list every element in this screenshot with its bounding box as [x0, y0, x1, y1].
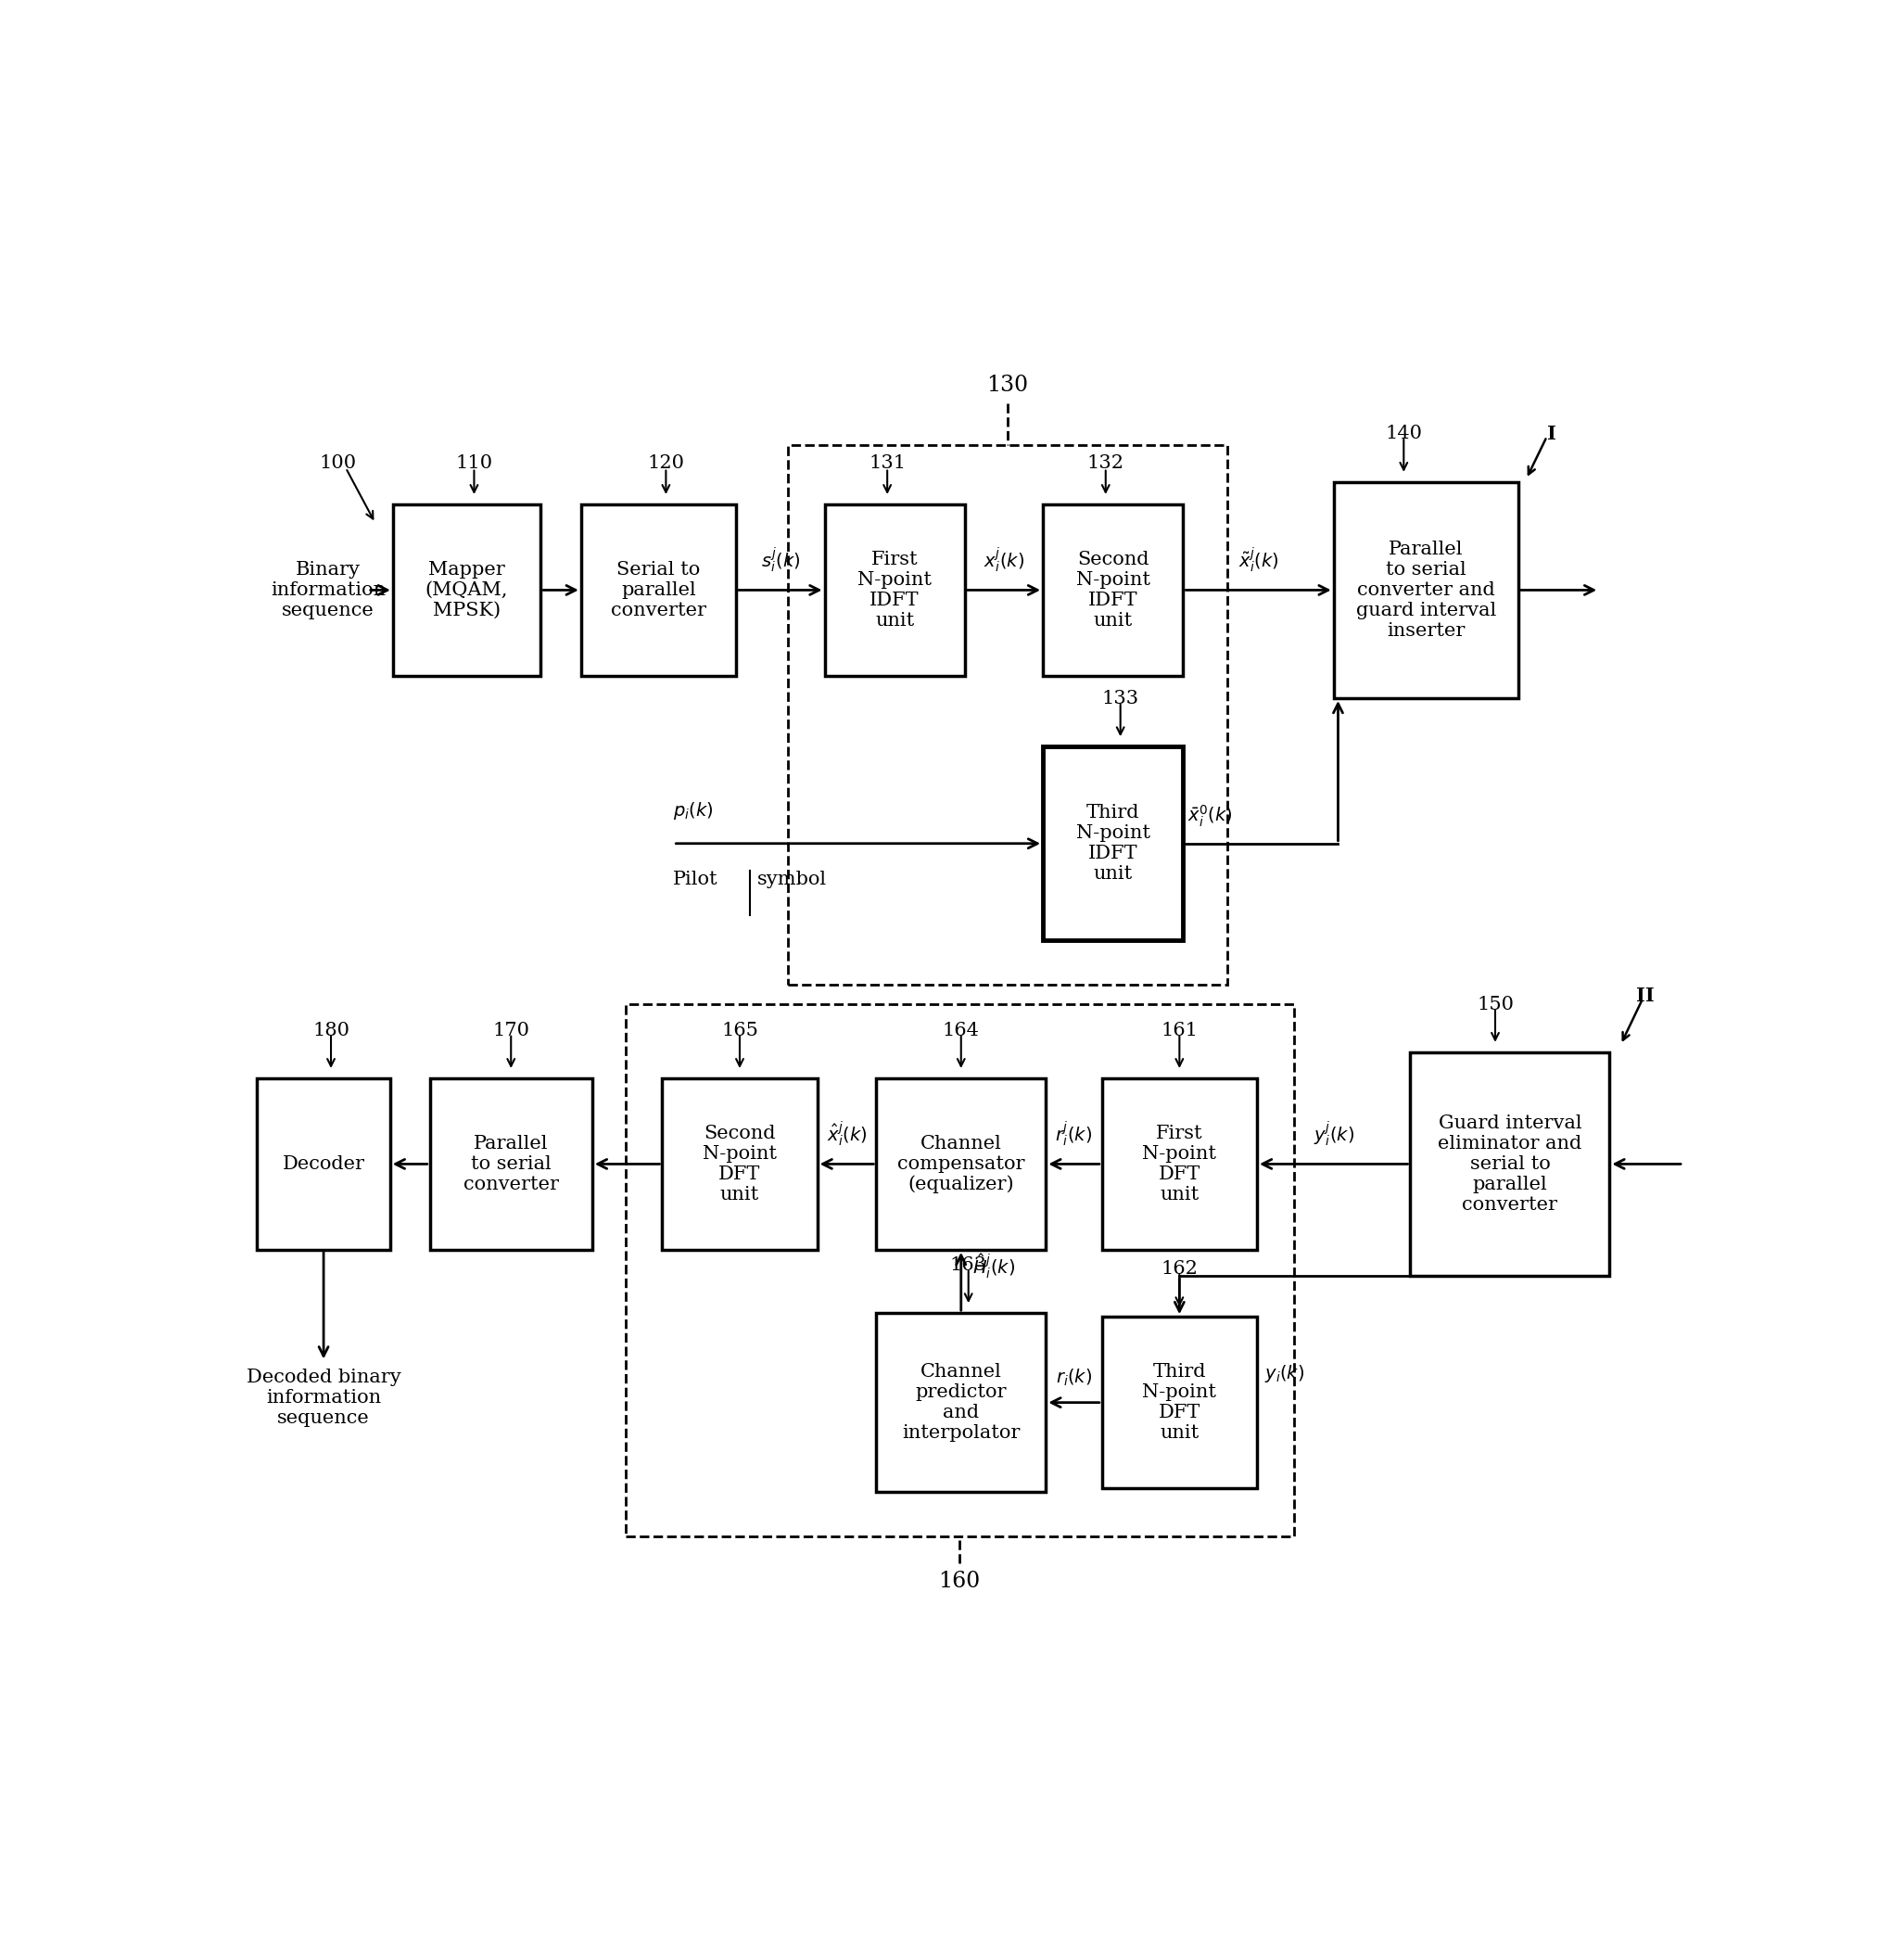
- Text: Serial to
parallel
converter: Serial to parallel converter: [611, 561, 706, 620]
- Text: Third
N-point
IDFT
unit: Third N-point IDFT unit: [1076, 803, 1150, 883]
- Text: Third
N-point
DFT
unit: Third N-point DFT unit: [1142, 1363, 1217, 1442]
- Text: Second
N-point
DFT
unit: Second N-point DFT unit: [703, 1125, 777, 1204]
- Text: Channel
predictor
and
interpolator: Channel predictor and interpolator: [902, 1363, 1021, 1442]
- Text: II: II: [1637, 985, 1655, 1005]
- Text: 100: 100: [320, 455, 356, 472]
- Bar: [663, 1078, 817, 1251]
- Text: $r_i^j(k)$: $r_i^j(k)$: [1055, 1121, 1093, 1150]
- Bar: [581, 505, 737, 676]
- Bar: [430, 1078, 592, 1251]
- Text: $s_i^j(k)$: $s_i^j(k)$: [762, 546, 800, 575]
- Text: $y_i(k)$: $y_i(k)$: [1264, 1363, 1304, 1384]
- Text: 150: 150: [1478, 995, 1514, 1013]
- Text: 133: 133: [1102, 689, 1139, 709]
- Bar: [1043, 747, 1182, 941]
- Text: 163: 163: [950, 1256, 986, 1274]
- Text: Mapper
(MQAM,
MPSK): Mapper (MQAM, MPSK): [425, 561, 508, 620]
- Text: $x_i^j(k)$: $x_i^j(k)$: [982, 546, 1024, 575]
- Text: symbol: symbol: [758, 871, 826, 889]
- Text: $r_i(k)$: $r_i(k)$: [1055, 1367, 1093, 1388]
- Bar: [392, 505, 541, 676]
- Text: Decoded binary
information
sequence: Decoded binary information sequence: [246, 1369, 402, 1427]
- Text: 110: 110: [455, 455, 493, 472]
- Text: Guard interval
eliminator and
serial to
parallel
converter: Guard interval eliminator and serial to …: [1438, 1115, 1582, 1214]
- Text: 170: 170: [493, 1022, 529, 1040]
- Text: 131: 131: [868, 455, 906, 472]
- Text: $\hat{x}_i^j(k)$: $\hat{x}_i^j(k)$: [826, 1121, 866, 1150]
- Text: $y_i^j(k)$: $y_i^j(k)$: [1314, 1121, 1354, 1150]
- Text: First
N-point
IDFT
unit: First N-point IDFT unit: [857, 550, 931, 629]
- Bar: [1411, 1053, 1609, 1276]
- Text: Parallel
to serial
converter: Parallel to serial converter: [463, 1134, 558, 1193]
- Bar: [1333, 482, 1517, 699]
- Text: 160: 160: [939, 1570, 981, 1591]
- Text: $p_i(k)$: $p_i(k)$: [674, 800, 714, 821]
- Text: Second
N-point
IDFT
unit: Second N-point IDFT unit: [1076, 550, 1150, 629]
- Text: 140: 140: [1386, 424, 1422, 441]
- Text: Pilot: Pilot: [674, 871, 718, 889]
- Text: Channel
compensator
(equalizer): Channel compensator (equalizer): [897, 1134, 1024, 1195]
- Bar: [876, 1078, 1045, 1251]
- Text: 130: 130: [986, 374, 1028, 395]
- Text: 120: 120: [647, 455, 684, 472]
- Text: 180: 180: [312, 1022, 350, 1040]
- Bar: [625, 1003, 1295, 1537]
- Text: 132: 132: [1087, 455, 1123, 472]
- Text: 164: 164: [942, 1022, 979, 1040]
- Bar: [788, 445, 1228, 985]
- Bar: [876, 1313, 1045, 1493]
- Bar: [1043, 505, 1182, 676]
- Text: First
N-point
DFT
unit: First N-point DFT unit: [1142, 1125, 1217, 1204]
- Text: $\hat{H}_i^j(k)$: $\hat{H}_i^j(k)$: [973, 1253, 1015, 1282]
- Text: $\bar{x}_i^0(k)$: $\bar{x}_i^0(k)$: [1188, 803, 1232, 829]
- Text: Parallel
to serial
converter and
guard interval
inserter: Parallel to serial converter and guard i…: [1356, 540, 1497, 639]
- Text: $\tilde{x}_i^j(k)$: $\tilde{x}_i^j(k)$: [1238, 546, 1278, 575]
- Text: I: I: [1546, 424, 1556, 443]
- Bar: [824, 505, 965, 676]
- Text: Decoder: Decoder: [282, 1156, 366, 1173]
- Bar: [1102, 1078, 1257, 1251]
- Text: 162: 162: [1161, 1260, 1198, 1278]
- Bar: [257, 1078, 390, 1251]
- Bar: [1102, 1316, 1257, 1489]
- Text: Binary
information
sequence: Binary information sequence: [270, 561, 385, 620]
- Text: 165: 165: [722, 1022, 758, 1040]
- Text: 161: 161: [1161, 1022, 1198, 1040]
